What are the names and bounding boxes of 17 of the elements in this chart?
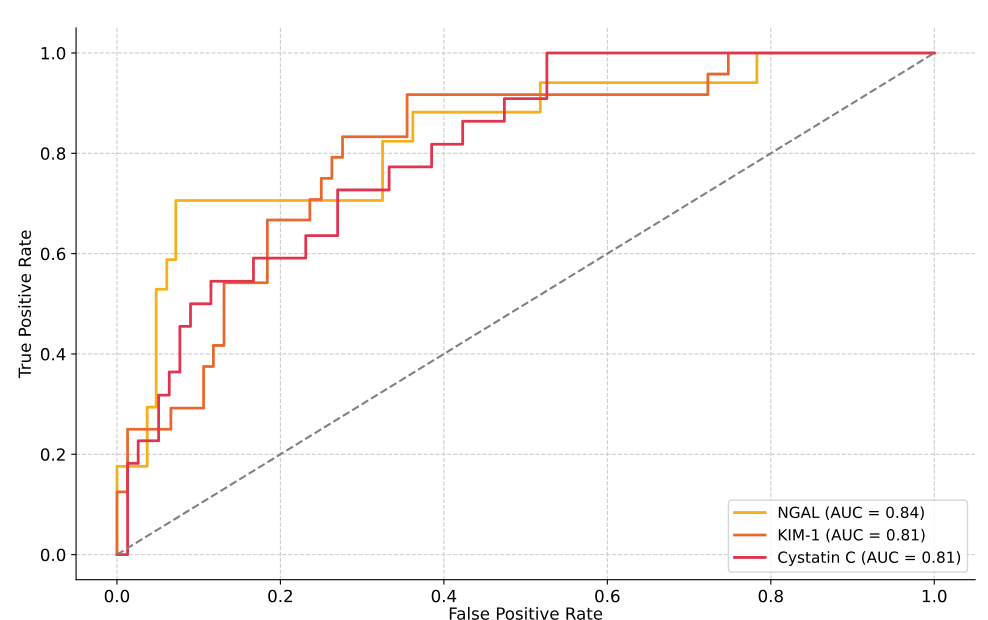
y-tick-label: 0.8 bbox=[40, 147, 66, 160]
legend-label: Cystatin C (AUC = 0.81) bbox=[778, 551, 960, 566]
y-tick-label: 0.6 bbox=[40, 248, 66, 260]
x-tick-label: 0.0 bbox=[104, 590, 130, 602]
y-tick-label: 0.0 bbox=[40, 548, 66, 562]
y-tick-label: 0.2 bbox=[40, 448, 65, 461]
legend-label: NGAL (AUC = 0.84) bbox=[778, 506, 924, 520]
x-tick-label: 1.0 bbox=[922, 590, 946, 602]
y-tick-label: 1.0 bbox=[42, 46, 66, 60]
x-axis-title: False Positive Rate bbox=[450, 606, 602, 620]
x-tick-label: 0.8 bbox=[758, 590, 783, 602]
x-tick-label: 0.6 bbox=[595, 590, 620, 602]
y-axis-title: True Positive Rate bbox=[18, 230, 32, 378]
legend-label: KIM-1 (AUC = 0.81) bbox=[778, 528, 925, 542]
x-tick-label: 0.2 bbox=[268, 590, 292, 602]
x-tick-label: 0.4 bbox=[432, 590, 456, 602]
y-tick-label: 0.4 bbox=[40, 348, 66, 361]
